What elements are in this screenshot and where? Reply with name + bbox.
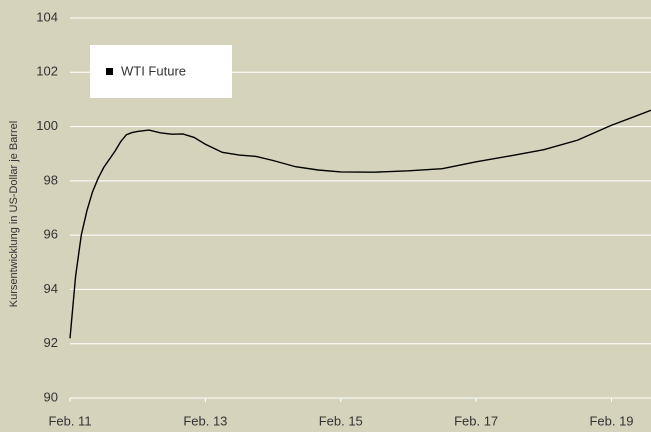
legend-swatch: [106, 68, 113, 75]
y-tick-label: 90: [44, 389, 58, 404]
x-tick-label: Feb. 13: [183, 413, 227, 428]
series-line: [69, 109, 651, 339]
y-tick-label: 104: [36, 9, 58, 24]
y-tick-label: 102: [36, 64, 58, 79]
y-tick-label: 98: [44, 172, 58, 187]
y-tick-label: 92: [44, 335, 58, 350]
x-tick-label: Feb. 19: [589, 413, 633, 428]
y-tick-label: 96: [44, 227, 58, 242]
x-tick-label: Feb. 11: [48, 413, 91, 428]
legend-box: [90, 45, 232, 98]
y-tick-label: 100: [36, 118, 58, 133]
y-tick-label: 94: [44, 281, 58, 296]
legend-label: WTI Future: [121, 63, 186, 78]
x-tick-label: Feb. 15: [319, 413, 363, 428]
y-axis-label: Kursentwicklung in US-Dollar je Barrel: [8, 121, 20, 307]
x-tick-label: Feb. 17: [454, 413, 498, 428]
